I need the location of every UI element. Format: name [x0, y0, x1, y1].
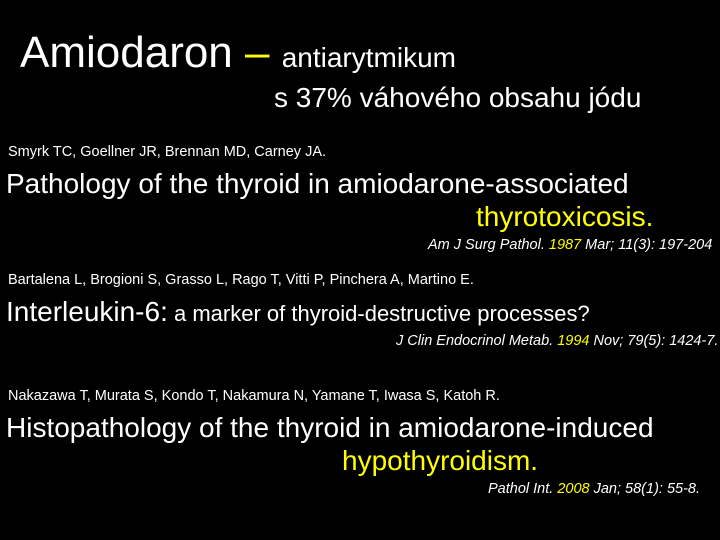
ref2-cite-b: 1994 [557, 333, 589, 349]
ref1-title-b-text: thyrotoxicosis. [476, 201, 653, 232]
ref3-cite-b: 2008 [557, 481, 589, 497]
ref3-authors: Nakazawa T, Murata S, Kondo T, Nakamura … [8, 388, 500, 404]
ref1-cite-c: Mar; 11(3): 197-204 [581, 237, 712, 253]
ref3-title-b-text: hypothyroidism. [342, 445, 538, 476]
slide: Amiodaron – antiarytmikum s 37% váhového… [0, 0, 720, 540]
drug-name: Amiodaron [20, 28, 233, 77]
drug-class: antiarytmikum [282, 42, 456, 73]
title-dash: – [233, 28, 282, 77]
ref3-cite-c: Jan; 58(1): 55-8. [590, 481, 700, 497]
ref2-title: Interleukin-6: a marker of thyroid-destr… [6, 296, 590, 328]
ref3-cite-a: Pathol Int. [488, 481, 557, 497]
ref3-citation: Pathol Int. 2008 Jan; 58(1): 55-8. [488, 481, 700, 497]
ref2-cite-a: J Clin Endocrinol Metab. [396, 333, 557, 349]
ref2-title-a: Interleukin-6: [6, 296, 168, 327]
ref1-title-a: Pathology of the thyroid in amiodarone-a… [6, 168, 629, 200]
ref2-authors: Bartalena L, Brogioni S, Grasso L, Rago … [8, 272, 474, 288]
ref1-cite-a: Am J Surg Pathol. [428, 237, 549, 253]
ref1-citation: Am J Surg Pathol. 1987 Mar; 11(3): 197-2… [428, 237, 712, 253]
ref1-cite-b: 1987 [549, 237, 581, 253]
ref1-title-b: thyrotoxicosis. [476, 201, 653, 233]
slide-title-line2: s 37% váhového obsahu jódu [274, 82, 641, 114]
ref2-citation: J Clin Endocrinol Metab. 1994 Nov; 79(5)… [396, 333, 718, 349]
ref3-title-b: hypothyroidism. [342, 445, 538, 477]
ref2-title-b: a marker of thyroid-destructive processe… [168, 301, 590, 326]
slide-title-line1: Amiodaron – antiarytmikum [20, 28, 456, 78]
ref3-title-a: Histopathology of the thyroid in amiodar… [6, 412, 654, 444]
ref1-authors: Smyrk TC, Goellner JR, Brennan MD, Carne… [8, 144, 326, 160]
ref2-cite-c: Nov; 79(5): 1424-7. [589, 333, 718, 349]
